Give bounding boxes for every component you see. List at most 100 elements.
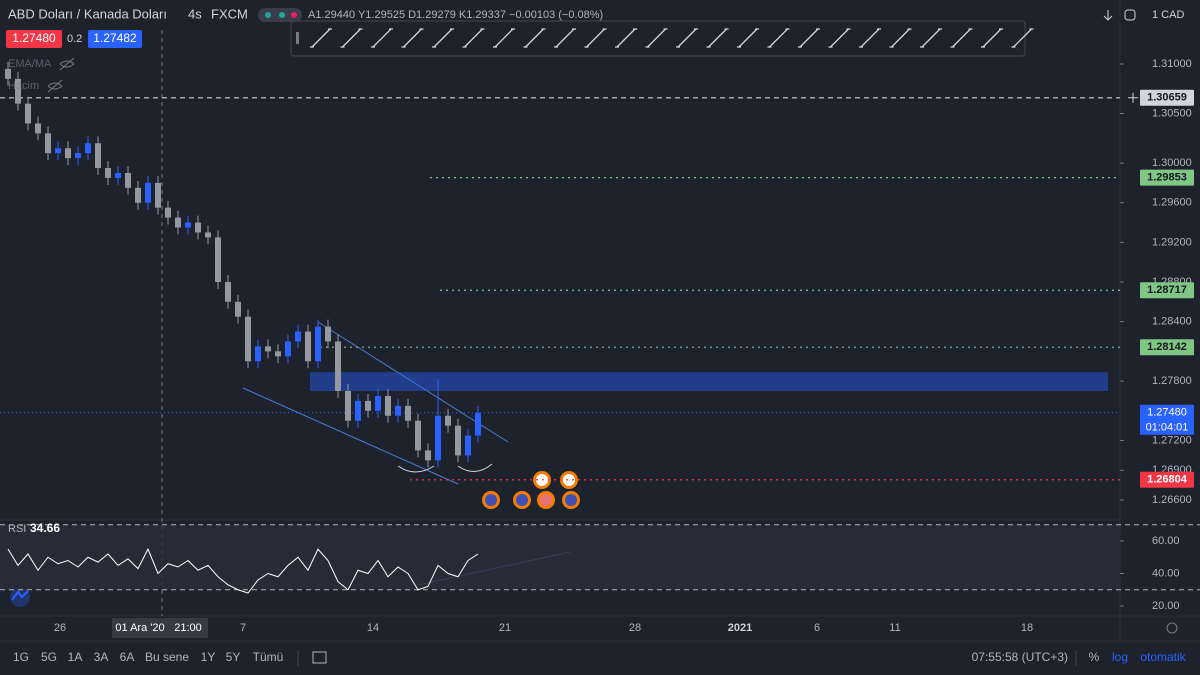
- candle-body: [155, 182, 161, 208]
- range-button[interactable]: 3A: [94, 650, 109, 664]
- toolbar-button[interactable]: [310, 28, 332, 48]
- range-button[interactable]: Bu sene: [145, 650, 189, 664]
- toolbar-button[interactable]: [432, 28, 454, 48]
- candle-body: [335, 341, 341, 391]
- toolbar-button[interactable]: [584, 28, 607, 48]
- range-button[interactable]: 5Y: [226, 650, 241, 664]
- toolbar-button[interactable]: [828, 28, 851, 48]
- toolbar-button[interactable]: [859, 28, 881, 48]
- header-text: A1.29440 Y1.29525 D1.29279 K1.29337 −0.0…: [308, 9, 603, 21]
- eye-icon: [59, 57, 75, 71]
- candle-body: [195, 222, 201, 233]
- channel-lower: [242, 387, 459, 485]
- candle-body: [175, 217, 181, 228]
- bid-box[interactable]: [6, 30, 62, 48]
- range-button[interactable]: Tümü: [253, 650, 284, 664]
- plus-icon: [1128, 92, 1138, 103]
- candle-body: [255, 346, 261, 362]
- logo: [10, 587, 30, 607]
- drawing-toolbar: [290, 20, 1026, 57]
- candle-body: [45, 133, 51, 154]
- rsi-line: [7, 547, 479, 594]
- candle-body: [245, 316, 251, 362]
- candle-body: [345, 390, 351, 421]
- price-tick-label: 1.28400: [1152, 316, 1192, 328]
- candle-body: [295, 331, 301, 342]
- candle-body: [375, 395, 381, 411]
- toolbar-button[interactable]: [340, 28, 363, 48]
- toolbar-button[interactable]: [462, 28, 485, 48]
- candle-body: [365, 400, 371, 411]
- level-label: 1.28717: [1147, 284, 1187, 296]
- time-label: 14: [367, 622, 379, 634]
- candle-body: [275, 351, 281, 357]
- scale-option[interactable]: %: [1089, 650, 1100, 664]
- eye-icon: [47, 79, 63, 93]
- range-button[interactable]: 6A: [120, 650, 135, 664]
- settings-icon[interactable]: [1166, 622, 1178, 634]
- calendar-icon[interactable]: [312, 651, 327, 664]
- indicator-label: Hacim: [8, 80, 39, 92]
- toolbar-button[interactable]: [737, 28, 759, 48]
- toolbar-button[interactable]: [493, 28, 515, 48]
- rsi-tick-label: 20.00: [1152, 600, 1180, 612]
- toolbar-button[interactable]: [401, 28, 424, 48]
- time-label: 28: [629, 622, 641, 634]
- time-label: 26: [54, 622, 66, 634]
- candle-body: [145, 182, 151, 203]
- candle-body: [475, 412, 481, 436]
- level-badge: [1140, 282, 1194, 299]
- ask-box[interactable]: [88, 30, 142, 48]
- toolbar-button[interactable]: [706, 28, 729, 48]
- status-dot: [265, 12, 271, 18]
- candle-body: [385, 395, 391, 416]
- time-label: 11: [889, 622, 900, 634]
- toolbar-button[interactable]: [889, 28, 912, 48]
- candle-body: [415, 420, 421, 451]
- range-button[interactable]: 1G: [13, 650, 29, 664]
- candle-body: [115, 172, 121, 178]
- scale-option[interactable]: otomatik: [1140, 650, 1186, 664]
- candle-body: [395, 405, 401, 416]
- level-label: 1.28142: [1147, 341, 1187, 353]
- level-badge: [1140, 339, 1194, 356]
- level-label: 1.26804: [1147, 474, 1188, 486]
- candle-body: [135, 187, 141, 203]
- candle-body: [35, 123, 41, 134]
- level-badge: [1140, 169, 1194, 186]
- level-label: 1.30659: [1147, 92, 1187, 104]
- price-tick-label: 1.27800: [1152, 375, 1192, 387]
- toolbar-button[interactable]: [981, 28, 1003, 48]
- range-button[interactable]: 1A: [68, 650, 83, 664]
- candle-body: [445, 415, 451, 426]
- candle-body: [285, 341, 291, 357]
- level-badge: [1140, 89, 1194, 106]
- toolbar-button[interactable]: [523, 28, 546, 48]
- toolbar-button[interactable]: [950, 28, 973, 48]
- toolbar-button[interactable]: [1011, 28, 1034, 48]
- toolbar-button[interactable]: [676, 28, 698, 48]
- toolbar-button[interactable]: [615, 28, 637, 48]
- countdown: 01:04:01: [1146, 422, 1189, 434]
- level-badge: [1140, 471, 1194, 488]
- range-button[interactable]: 1Y: [201, 650, 216, 664]
- toolbar-button[interactable]: [920, 28, 942, 48]
- bid: 1.27480: [12, 31, 56, 45]
- candle-body: [235, 301, 241, 317]
- candle-body: [305, 331, 311, 362]
- toolbar-button[interactable]: [371, 28, 393, 48]
- toolbar-button[interactable]: [767, 28, 790, 48]
- candle-body: [5, 68, 11, 79]
- price-tick-label: 1.26600: [1152, 494, 1192, 506]
- toolbar-button[interactable]: [645, 28, 668, 48]
- candle-body: [225, 281, 231, 302]
- range-button[interactable]: 5G: [41, 650, 57, 664]
- candle-body: [95, 143, 101, 169]
- toolbar-button[interactable]: [554, 28, 576, 48]
- indicator-label: EMA/MA: [8, 58, 52, 70]
- toolbar-button[interactable]: [798, 28, 820, 48]
- candle-body: [185, 222, 191, 228]
- scale-option[interactable]: log: [1112, 650, 1128, 664]
- candle-body: [65, 148, 71, 159]
- status-dot: [291, 12, 297, 18]
